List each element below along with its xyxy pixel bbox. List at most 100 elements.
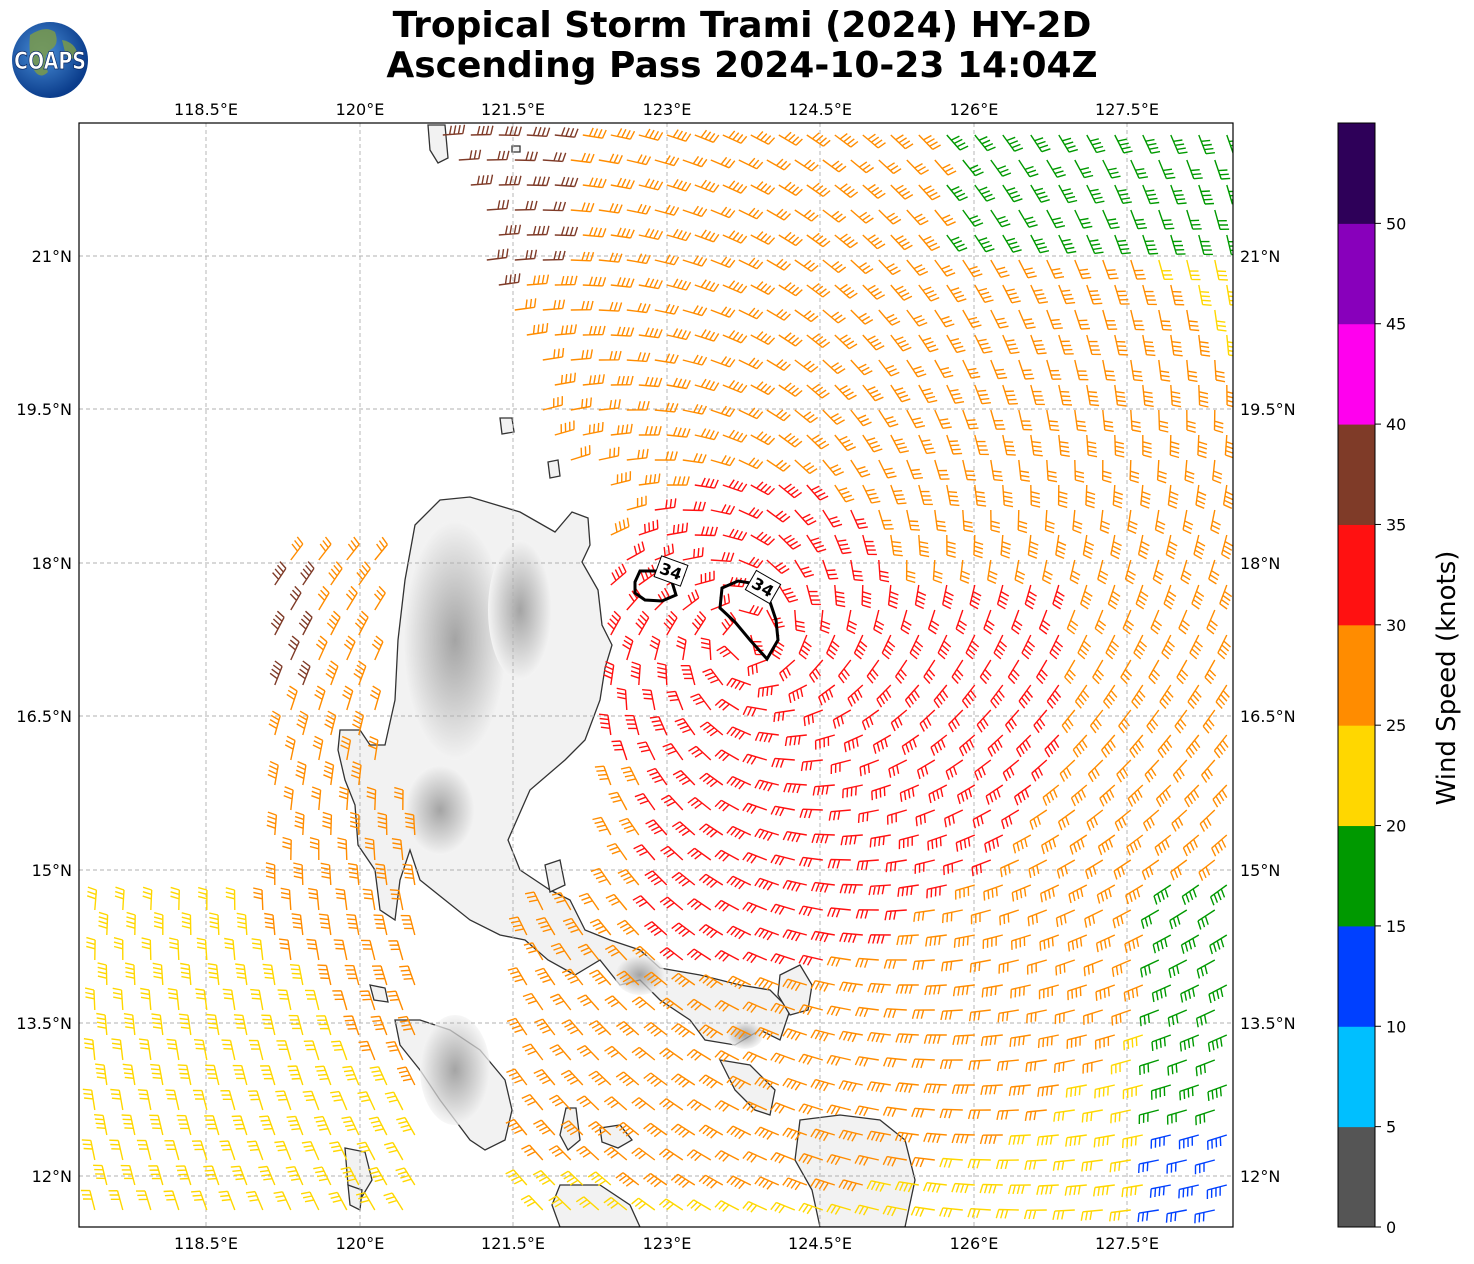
colorbar-border (1337, 122, 1376, 1228)
wind-barb (722, 429, 748, 443)
wind-barb (826, 1104, 851, 1116)
wind-barb (267, 760, 279, 786)
colorbar-bin (1338, 424, 1375, 525)
wind-barb (1030, 484, 1041, 508)
wind-barb (782, 978, 808, 992)
wind-barb (140, 987, 152, 1011)
wind-barb (219, 1140, 236, 1161)
wind-barb (698, 1124, 724, 1139)
wind-barb (862, 334, 885, 351)
wind-barb (698, 823, 724, 838)
lon-tick-bottom: 127.5°E (1095, 1234, 1159, 1253)
wind-barb (1030, 434, 1043, 457)
wind-barb (369, 685, 382, 711)
wind-barb (750, 431, 776, 446)
wind-barb (997, 1009, 1019, 1023)
wind-barb (803, 709, 824, 727)
wind-barb (941, 959, 963, 972)
wind-barb (1170, 284, 1185, 306)
wind-barb (594, 765, 612, 786)
wind-barb (794, 409, 819, 424)
wind-barb (1120, 659, 1133, 685)
wind-barb (1142, 434, 1152, 458)
wind-barb (248, 1039, 264, 1061)
wind-barb (1170, 859, 1188, 881)
wind-barb (969, 584, 982, 610)
wind-barb (742, 753, 767, 765)
wind-barb (170, 886, 180, 911)
wind-barb (946, 234, 968, 252)
wind-barb (861, 709, 880, 731)
wind-barb (998, 959, 1019, 974)
wind-barbs (80, 124, 1233, 1224)
wind-barb (273, 1191, 292, 1211)
wind-barb (995, 1159, 1019, 1170)
wind-barb (1149, 1184, 1171, 1198)
wind-barb (778, 432, 803, 448)
wind-barb (738, 157, 764, 170)
wind-barb (666, 522, 689, 536)
wind-barb (1142, 134, 1161, 154)
wind-barb (548, 1094, 572, 1111)
wind-barb (1083, 959, 1104, 977)
wind-barb (1080, 1209, 1103, 1221)
wind-barb (357, 1091, 376, 1111)
wind-barb (395, 1167, 416, 1186)
wind-barb (918, 534, 930, 558)
wind-barb (962, 159, 984, 177)
wind-barb (120, 1164, 136, 1186)
wind-barb (505, 1118, 528, 1136)
wind-barb (1163, 584, 1177, 610)
wind-barb (814, 734, 835, 750)
wind-barb (1226, 284, 1233, 306)
wind-barb (246, 1190, 264, 1211)
wind-barb (1099, 784, 1116, 807)
wind-barb (822, 559, 839, 580)
wind-barb (766, 258, 791, 271)
wind-barb (626, 154, 652, 166)
lon-tick-top: 126°E (950, 100, 999, 119)
wind-barb (616, 687, 628, 711)
wind-barb (840, 834, 863, 846)
wind-barb (610, 423, 633, 436)
wind-barb (1008, 1134, 1031, 1146)
wind-barb (554, 420, 575, 436)
wind-barb (1152, 934, 1172, 954)
wind-barb (175, 1165, 192, 1186)
wind-barb (286, 685, 298, 711)
wind-barb (878, 509, 894, 530)
wind-barb (834, 334, 858, 350)
wind-barb (1066, 609, 1079, 635)
wind-barb (575, 1196, 600, 1211)
wind-barb (979, 1183, 1003, 1194)
lon-tick-bottom: 121.5°E (481, 1234, 545, 1253)
wind-barb (1197, 434, 1208, 459)
colorbar-ticks: 0 5 10 15 20 25 30 35 40 45 50 (1375, 214, 1406, 1237)
wind-barb (885, 859, 907, 873)
wind-barb (142, 886, 153, 911)
wind-barb (1103, 684, 1118, 709)
wind-barb (1195, 1009, 1216, 1028)
wind-barb (196, 937, 208, 961)
wind-barb (626, 401, 650, 411)
wind-barb (1080, 584, 1093, 610)
wind-barb (1056, 859, 1076, 879)
wind-barb (611, 740, 628, 761)
wind-barb (150, 1063, 164, 1086)
wind-barb (1186, 409, 1196, 433)
wind-barb (970, 909, 991, 925)
wind-barb (714, 1150, 740, 1162)
wind-barb (1049, 634, 1064, 660)
wind-barb (1208, 984, 1228, 1004)
wind-barb (771, 757, 795, 768)
wind-barb (224, 937, 236, 961)
wind-barb (974, 759, 992, 781)
wind-barb (121, 1114, 136, 1136)
wind-barb (1055, 909, 1076, 928)
wind-barb (782, 929, 807, 942)
wind-barb (608, 791, 628, 811)
wind-barb (1130, 209, 1147, 230)
wind-barb (98, 911, 109, 936)
wind-barb (714, 949, 740, 962)
wind-barb (961, 684, 977, 709)
